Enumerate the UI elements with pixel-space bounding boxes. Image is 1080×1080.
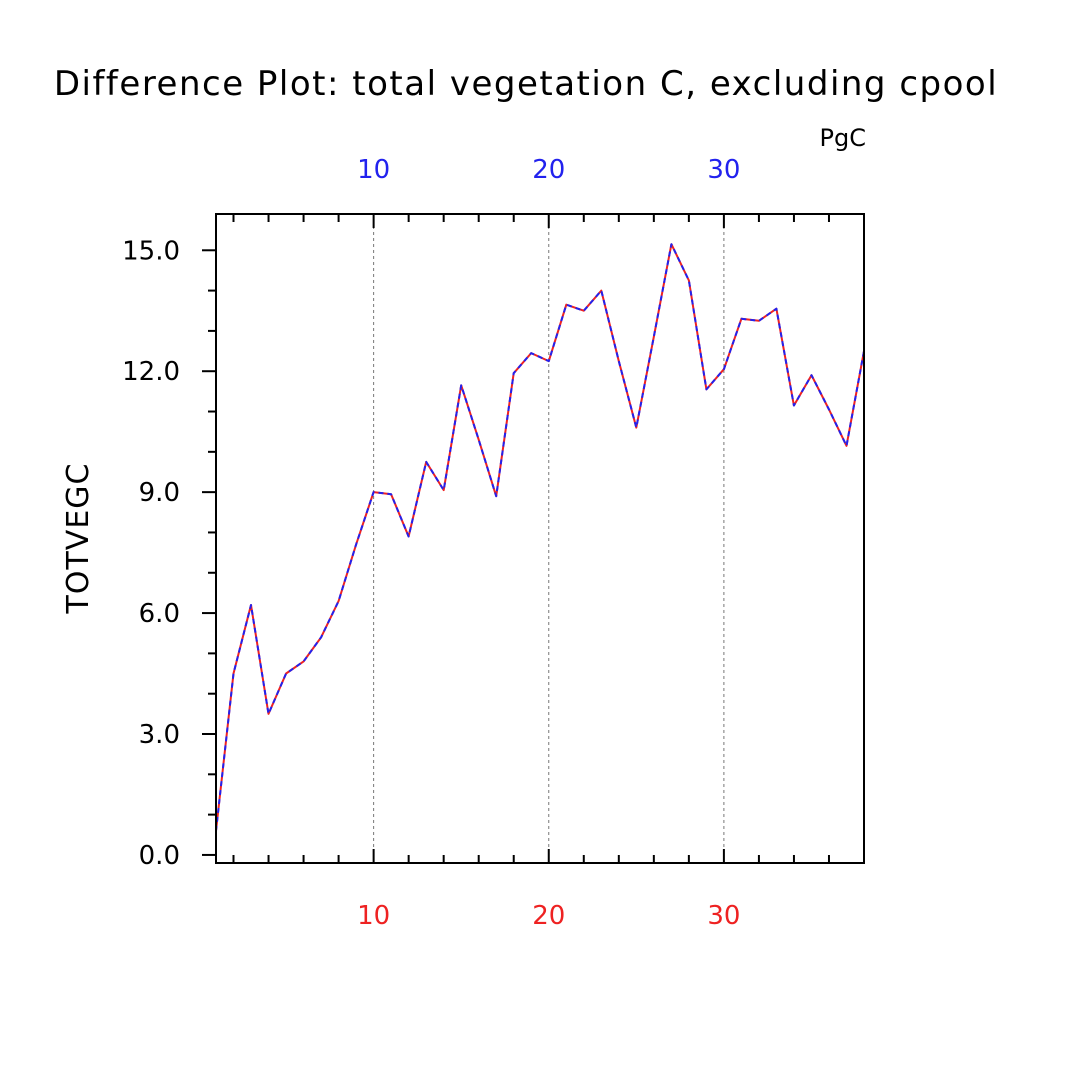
- series-line-2: [215, 243, 865, 831]
- chart-title: Difference Plot: total vegetation C, exc…: [54, 64, 998, 104]
- x-tick-label-bottom: 10: [357, 901, 390, 931]
- y-tick-label: 12.0: [122, 357, 180, 387]
- units-label: PgC: [820, 124, 866, 152]
- x-tick-label-top: 20: [532, 155, 565, 185]
- y-tick-label: 3.0: [139, 720, 180, 750]
- grid-lines: [373, 214, 725, 863]
- tick-labels: 10 10 20 20 30 30 0.0 3.0 6.0 9.0 12.0 15.0: [122, 155, 740, 931]
- plot-frame: [215, 213, 865, 864]
- data-series: [215, 243, 865, 831]
- y-axis-label: TOTVEGC: [61, 463, 96, 615]
- axis-ticks: [202, 214, 865, 863]
- y-tick-label: 0.0: [139, 841, 180, 871]
- y-tick-label: 9.0: [139, 478, 180, 508]
- x-tick-label-bottom: 30: [707, 901, 740, 931]
- y-tick-label: 15.0: [122, 236, 180, 266]
- y-tick-label: 6.0: [139, 599, 180, 629]
- x-tick-label-bottom: 20: [532, 901, 565, 931]
- x-tick-label-top: 10: [357, 155, 390, 185]
- x-tick-label-top: 30: [707, 155, 740, 185]
